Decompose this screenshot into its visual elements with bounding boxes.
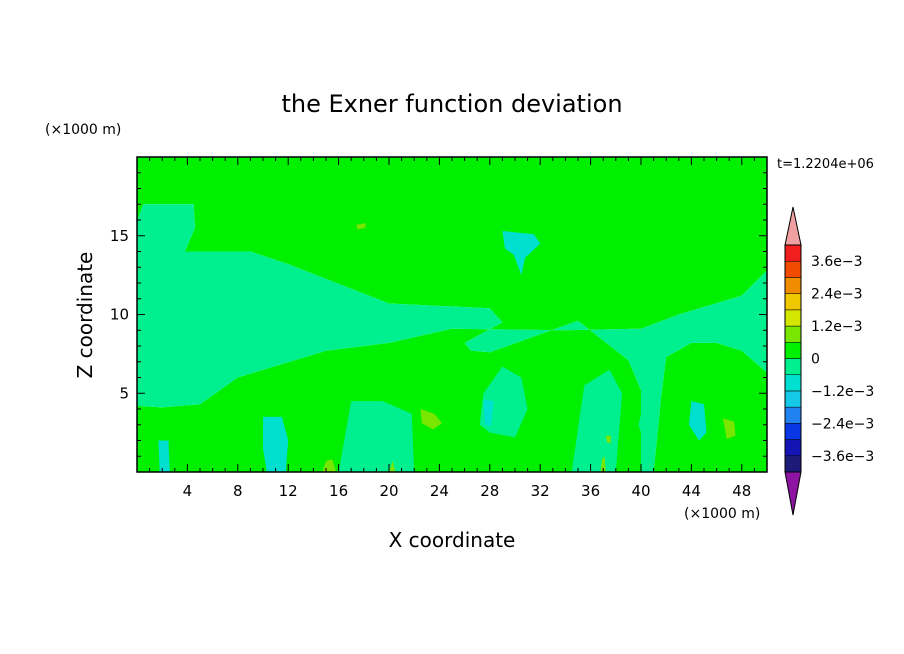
colorbar-swatch [784,439,802,457]
x-tick-label: 48 [732,482,751,500]
colorbar-swatch [784,260,802,278]
contour-region-2 [685,157,767,265]
contour-region-19 [356,223,367,230]
contour-region-6 [288,355,347,472]
contour-region-14 [158,440,170,472]
x-tick-label: 20 [379,482,398,500]
x-tick-label: 8 [233,482,243,500]
x-axis-title: X coordinate [389,528,516,552]
contour-region-12 [502,231,541,276]
contour-region-16 [688,401,707,441]
contour-region-9 [571,369,623,472]
contour-region-17 [420,409,442,430]
x-tick-label: 32 [531,482,550,500]
x-tick-label: 28 [480,482,499,500]
chart-title: the Exner function deviation [281,90,622,118]
x-unit-label: (×1000 m) [684,506,760,522]
x-tick-label: 16 [329,482,348,500]
colorbar-swatch [784,455,802,473]
contour-region-10 [338,401,415,472]
x-tick-label: 40 [631,482,650,500]
colorbar-swatch [784,293,802,311]
colorbar-swatch [784,406,802,424]
colorbar-tick-label: 3.6e−3 [811,254,863,270]
contour-region-15 [483,399,494,427]
x-tick-label: 12 [279,482,298,500]
x-tick-label: 4 [183,482,193,500]
colorbar: 3.6e−3 2.4e−3 1.2e−3 0 −1.2e−3 −2.4e−3 −3.6e−3 [784,206,874,516]
colorbar-swatch [784,309,802,327]
y-axis: 5 10 15 [110,172,767,457]
contour-region-13 [263,416,289,472]
colorbar-frame [784,244,802,473]
colorbar-swatch [784,390,802,408]
contour-region-7 [137,204,767,473]
colorbar-swatch [784,277,802,294]
colorbar-tick-label: −3.6e−3 [811,449,874,465]
contour-region-18 [722,418,736,439]
x-tick-label: 24 [430,482,449,500]
colorbar-tick-label: 2.4e−3 [811,287,863,303]
time-label: t=1.2204e+06 [777,157,874,172]
y-tick-label: 10 [110,306,129,324]
colorbar-tick-label: −2.4e−3 [811,416,874,432]
y-tick-label: 5 [119,384,129,402]
contour-region-21 [605,435,611,444]
colorbar-swatch [784,423,802,440]
colorbar-swatch [784,325,802,343]
colorbar-swatch [784,342,802,359]
contour-region-22 [600,456,606,472]
colorbar-tick-label: 1.2e−3 [811,319,863,335]
colorbar-swatch [784,374,802,392]
colorbar-swatch [784,358,802,375]
contour-region-5 [200,405,263,472]
y-tick-label: 15 [110,227,129,245]
contour-field [137,157,767,473]
contour-region-23 [389,461,396,472]
y-unit-label: (×1000 m) [45,122,121,138]
contour-region-11 [638,398,657,441]
contour-region-3 [477,235,667,280]
x-tick-label: 44 [682,482,701,500]
colorbar-tick-label: 0 [811,352,820,368]
colorbar-swatch [784,244,802,262]
contour-region-1 [225,157,585,276]
y-axis-title: Z coordinate [73,252,97,379]
contour-region-4 [653,342,767,472]
colorbar-tick-label: −1.2e−3 [811,384,874,400]
x-tick-label: 36 [581,482,600,500]
x-axis: 4 8 12 16 20 24 28 32 36 40 44 48 [149,157,755,500]
